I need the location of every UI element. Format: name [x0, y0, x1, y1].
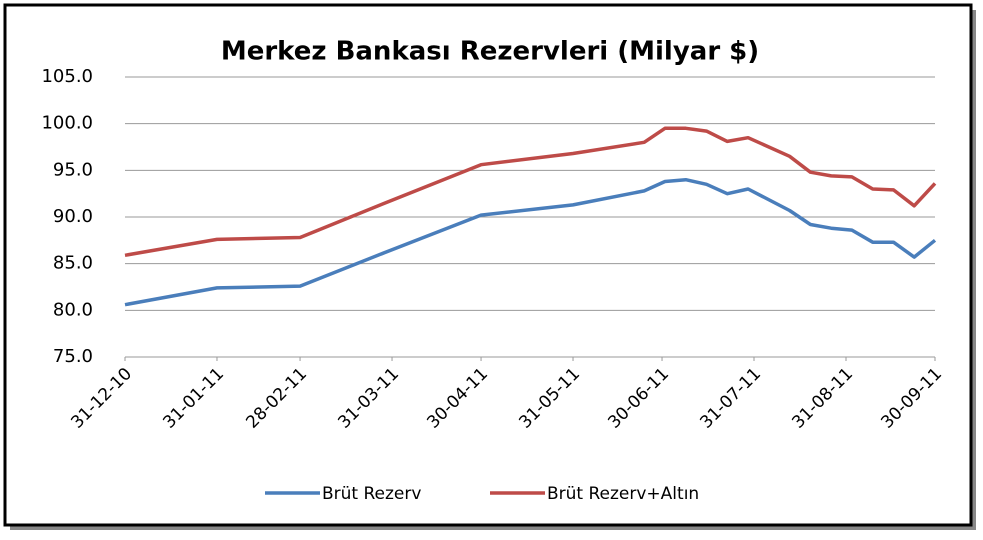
y-tick-label: 80.0	[53, 299, 93, 320]
y-tick-label: 85.0	[53, 253, 93, 274]
y-tick-label: 95.0	[53, 159, 93, 180]
chart-frame	[3, 3, 973, 527]
legend-label: Brüt Rezerv	[322, 484, 421, 504]
legend-label: Brüt Rezerv+Altın	[547, 484, 699, 504]
series-line	[124, 177, 937, 307]
chart-title: Merkez Bankası Rezervleri (Milyar $)	[221, 37, 759, 67]
y-tick-label: 90.0	[53, 206, 93, 227]
y-tick-label: 100.0	[41, 113, 93, 134]
series-line	[124, 126, 937, 258]
y-tick-label: 75.0	[53, 346, 93, 367]
y-tick-label: 105.0	[41, 66, 93, 87]
